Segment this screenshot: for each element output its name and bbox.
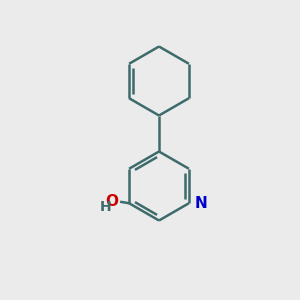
Text: H: H (100, 200, 112, 214)
Text: O: O (106, 194, 118, 209)
Text: N: N (194, 196, 207, 211)
